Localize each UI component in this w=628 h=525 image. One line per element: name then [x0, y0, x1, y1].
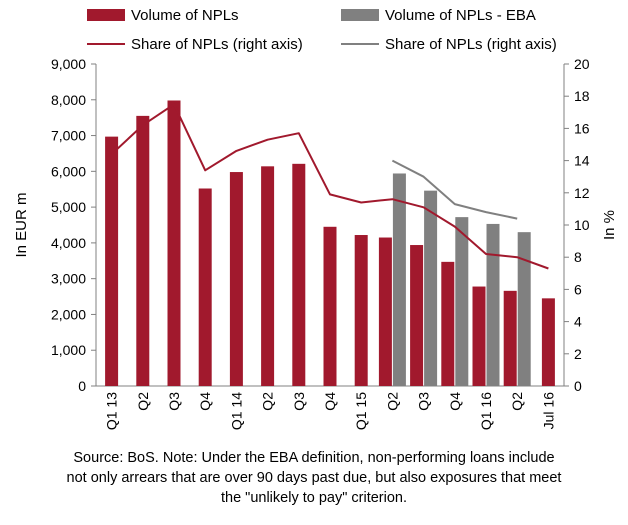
- bar-npl-volume: [261, 166, 275, 386]
- x-axis-tick-label: Q1 15: [353, 392, 369, 430]
- x-axis-tick-label: Q4: [447, 392, 463, 411]
- left-axis-tick-label: 5,000: [51, 199, 86, 215]
- left-axis-tick-label: 0: [78, 378, 86, 394]
- source-note-line-3: the "unlikely to pay" criterion.: [221, 490, 407, 506]
- left-axis-title: In EUR m: [13, 192, 30, 257]
- x-axis-tick-label: Q1 14: [228, 392, 244, 430]
- bar-npl-volume: [198, 188, 212, 386]
- bar-npl-volume-eba: [486, 223, 500, 386]
- left-axis-tick-label: 4,000: [51, 235, 86, 251]
- bar-npl-volume-eba: [517, 232, 531, 386]
- source-note: Source: BoS. Note: Under the EBA definit…: [0, 448, 628, 508]
- line-npl-share-eba: [391, 159, 518, 220]
- left-axis-tick-label: 3,000: [51, 271, 86, 287]
- bar-npl-volume: [292, 163, 306, 386]
- bar-npl-volume: [410, 245, 424, 386]
- left-axis-tick-label: 7,000: [51, 128, 86, 144]
- x-axis-tick-label: Q3: [291, 392, 307, 411]
- legend-swatch-npl-volume-eba: [341, 9, 379, 21]
- legend: Volume of NPLs Volume of NPLs - EBA Shar…: [87, 7, 557, 53]
- right-axis-tick-label: 0: [574, 378, 582, 394]
- source-note-line-1: Source: BoS. Note: Under the EBA definit…: [73, 450, 555, 466]
- bar-npl-volume: [229, 172, 243, 386]
- bar-npl-volume: [105, 136, 119, 386]
- x-axis-tick-label: Q4: [322, 392, 338, 411]
- x-axis-tick-label: Q1 16: [478, 392, 494, 430]
- bar-npl-volume: [323, 226, 337, 386]
- legend-label-npl-volume-eba: Volume of NPLs - EBA: [385, 7, 536, 24]
- bar-npl-volume: [441, 261, 455, 386]
- right-axis-tick-label: 4: [574, 314, 582, 330]
- x-axis-tick-label: Q3: [166, 392, 182, 411]
- x-axis-tick-label: Q2: [135, 392, 151, 411]
- line-npl-share: [110, 103, 549, 270]
- npl-chart: Volume of NPLs Volume of NPLs - EBA Shar…: [13, 7, 618, 430]
- bar-npl-volume: [541, 298, 555, 386]
- right-axis-tick-label: 14: [574, 153, 590, 169]
- left-axis-tick-label: 8,000: [51, 92, 86, 108]
- x-axis-tick-label: Q2: [260, 392, 276, 411]
- right-axis-tick-label: 20: [574, 56, 590, 72]
- bar-npl-volume-eba: [392, 173, 406, 386]
- x-axis-tick-label: Q4: [197, 392, 213, 411]
- x-axis-tick-label: Q2: [384, 392, 400, 411]
- legend-swatch-npl-volume: [87, 9, 125, 21]
- plot-area: 0 1,000 2,000 3,000 4,000 5,000 6,000 7,000 8,00…: [51, 56, 590, 430]
- legend-label-npl-volume: Volume of NPLs: [131, 7, 239, 24]
- left-axis-tick-label: 2,000: [51, 306, 86, 322]
- left-axis-tick-label: 9,000: [51, 56, 86, 72]
- bar-npl-volume-eba: [424, 190, 438, 386]
- bar-npl-volume: [503, 290, 517, 386]
- source-note-line-2: not only arrears that are over 90 days p…: [66, 470, 562, 486]
- right-axis-tick-label: 16: [574, 120, 590, 136]
- right-axis-tick-label: 18: [574, 88, 590, 104]
- bar-npl-volume: [167, 100, 181, 386]
- right-axis-tick-label: 12: [574, 185, 590, 201]
- bar-npl-volume: [378, 237, 392, 386]
- bar-npl-volume: [472, 286, 486, 386]
- bar-npl-volume: [136, 115, 150, 386]
- bar-npl-volume: [354, 235, 368, 386]
- left-axis-tick-label: 1,000: [51, 342, 86, 358]
- x-axis-tick-label: Jul 16: [540, 392, 556, 430]
- right-axis-tick-label: 8: [574, 249, 582, 265]
- left-axis-tick-label: 6,000: [51, 163, 86, 179]
- x-axis-tick-label: Q3: [416, 392, 432, 411]
- legend-label-npl-share-eba: Share of NPLs (right axis): [385, 36, 557, 53]
- right-axis-title: In %: [601, 210, 618, 240]
- legend-label-npl-share: Share of NPLs (right axis): [131, 36, 303, 53]
- bar-npl-volume-eba: [455, 217, 469, 386]
- x-axis-tick-label: Q1 13: [104, 392, 120, 430]
- right-axis-tick-label: 6: [574, 281, 582, 297]
- right-axis-tick-label: 2: [574, 346, 582, 362]
- right-axis-tick-label: 10: [574, 217, 590, 233]
- x-axis-tick-label: Q2: [509, 392, 525, 411]
